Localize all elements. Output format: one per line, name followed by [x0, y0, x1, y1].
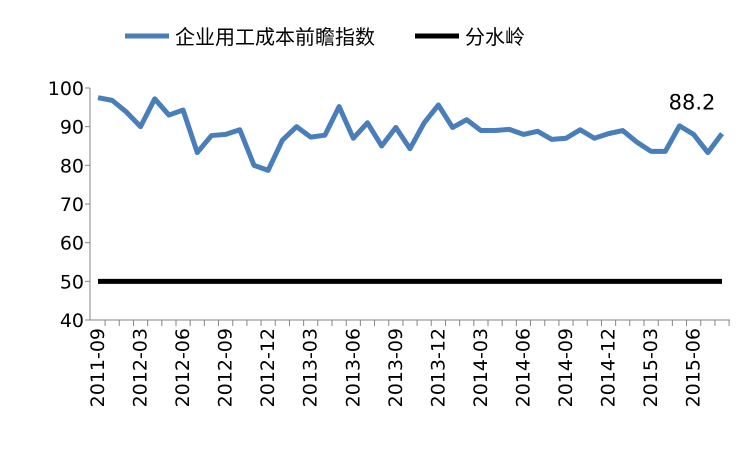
x-tick-label: 2014-09: [555, 328, 577, 407]
y-tick-label: 40: [60, 310, 84, 332]
legend-label: 分水岭: [465, 25, 525, 49]
x-tick-label: 2013-09: [385, 328, 407, 407]
x-tick-label: 2014-06: [512, 328, 534, 407]
x-tick-label: 2012-12: [257, 328, 279, 407]
x-tick-label: 2015-03: [640, 328, 662, 407]
x-tick-label: 2014-03: [470, 328, 492, 407]
y-tick-label: 60: [60, 233, 84, 255]
x-tick-label: 2015-06: [683, 328, 705, 407]
series-line: [97, 95, 725, 173]
y-tick-label: 80: [60, 155, 84, 177]
y-tick-label: 90: [60, 117, 84, 139]
y-tick-label: 70: [60, 194, 84, 216]
x-tick-label: 2012-03: [130, 328, 152, 407]
legend-label: 企业用工成本前瞻指数: [175, 25, 375, 49]
x-tick-label: 2013-03: [300, 328, 322, 407]
y-tick-label: 50: [60, 271, 84, 293]
x-tick-label: 2012-09: [215, 328, 237, 407]
x-tick-label: 2013-06: [342, 328, 364, 407]
y-tick-label: 100: [48, 78, 84, 100]
x-tick-label: 2012-06: [172, 328, 194, 407]
x-tick-label: 2014-12: [598, 328, 620, 407]
x-tick-label: 2013-12: [427, 328, 449, 407]
x-tick-label: 2011-09: [87, 328, 109, 407]
data-label: 88.2: [669, 91, 716, 115]
